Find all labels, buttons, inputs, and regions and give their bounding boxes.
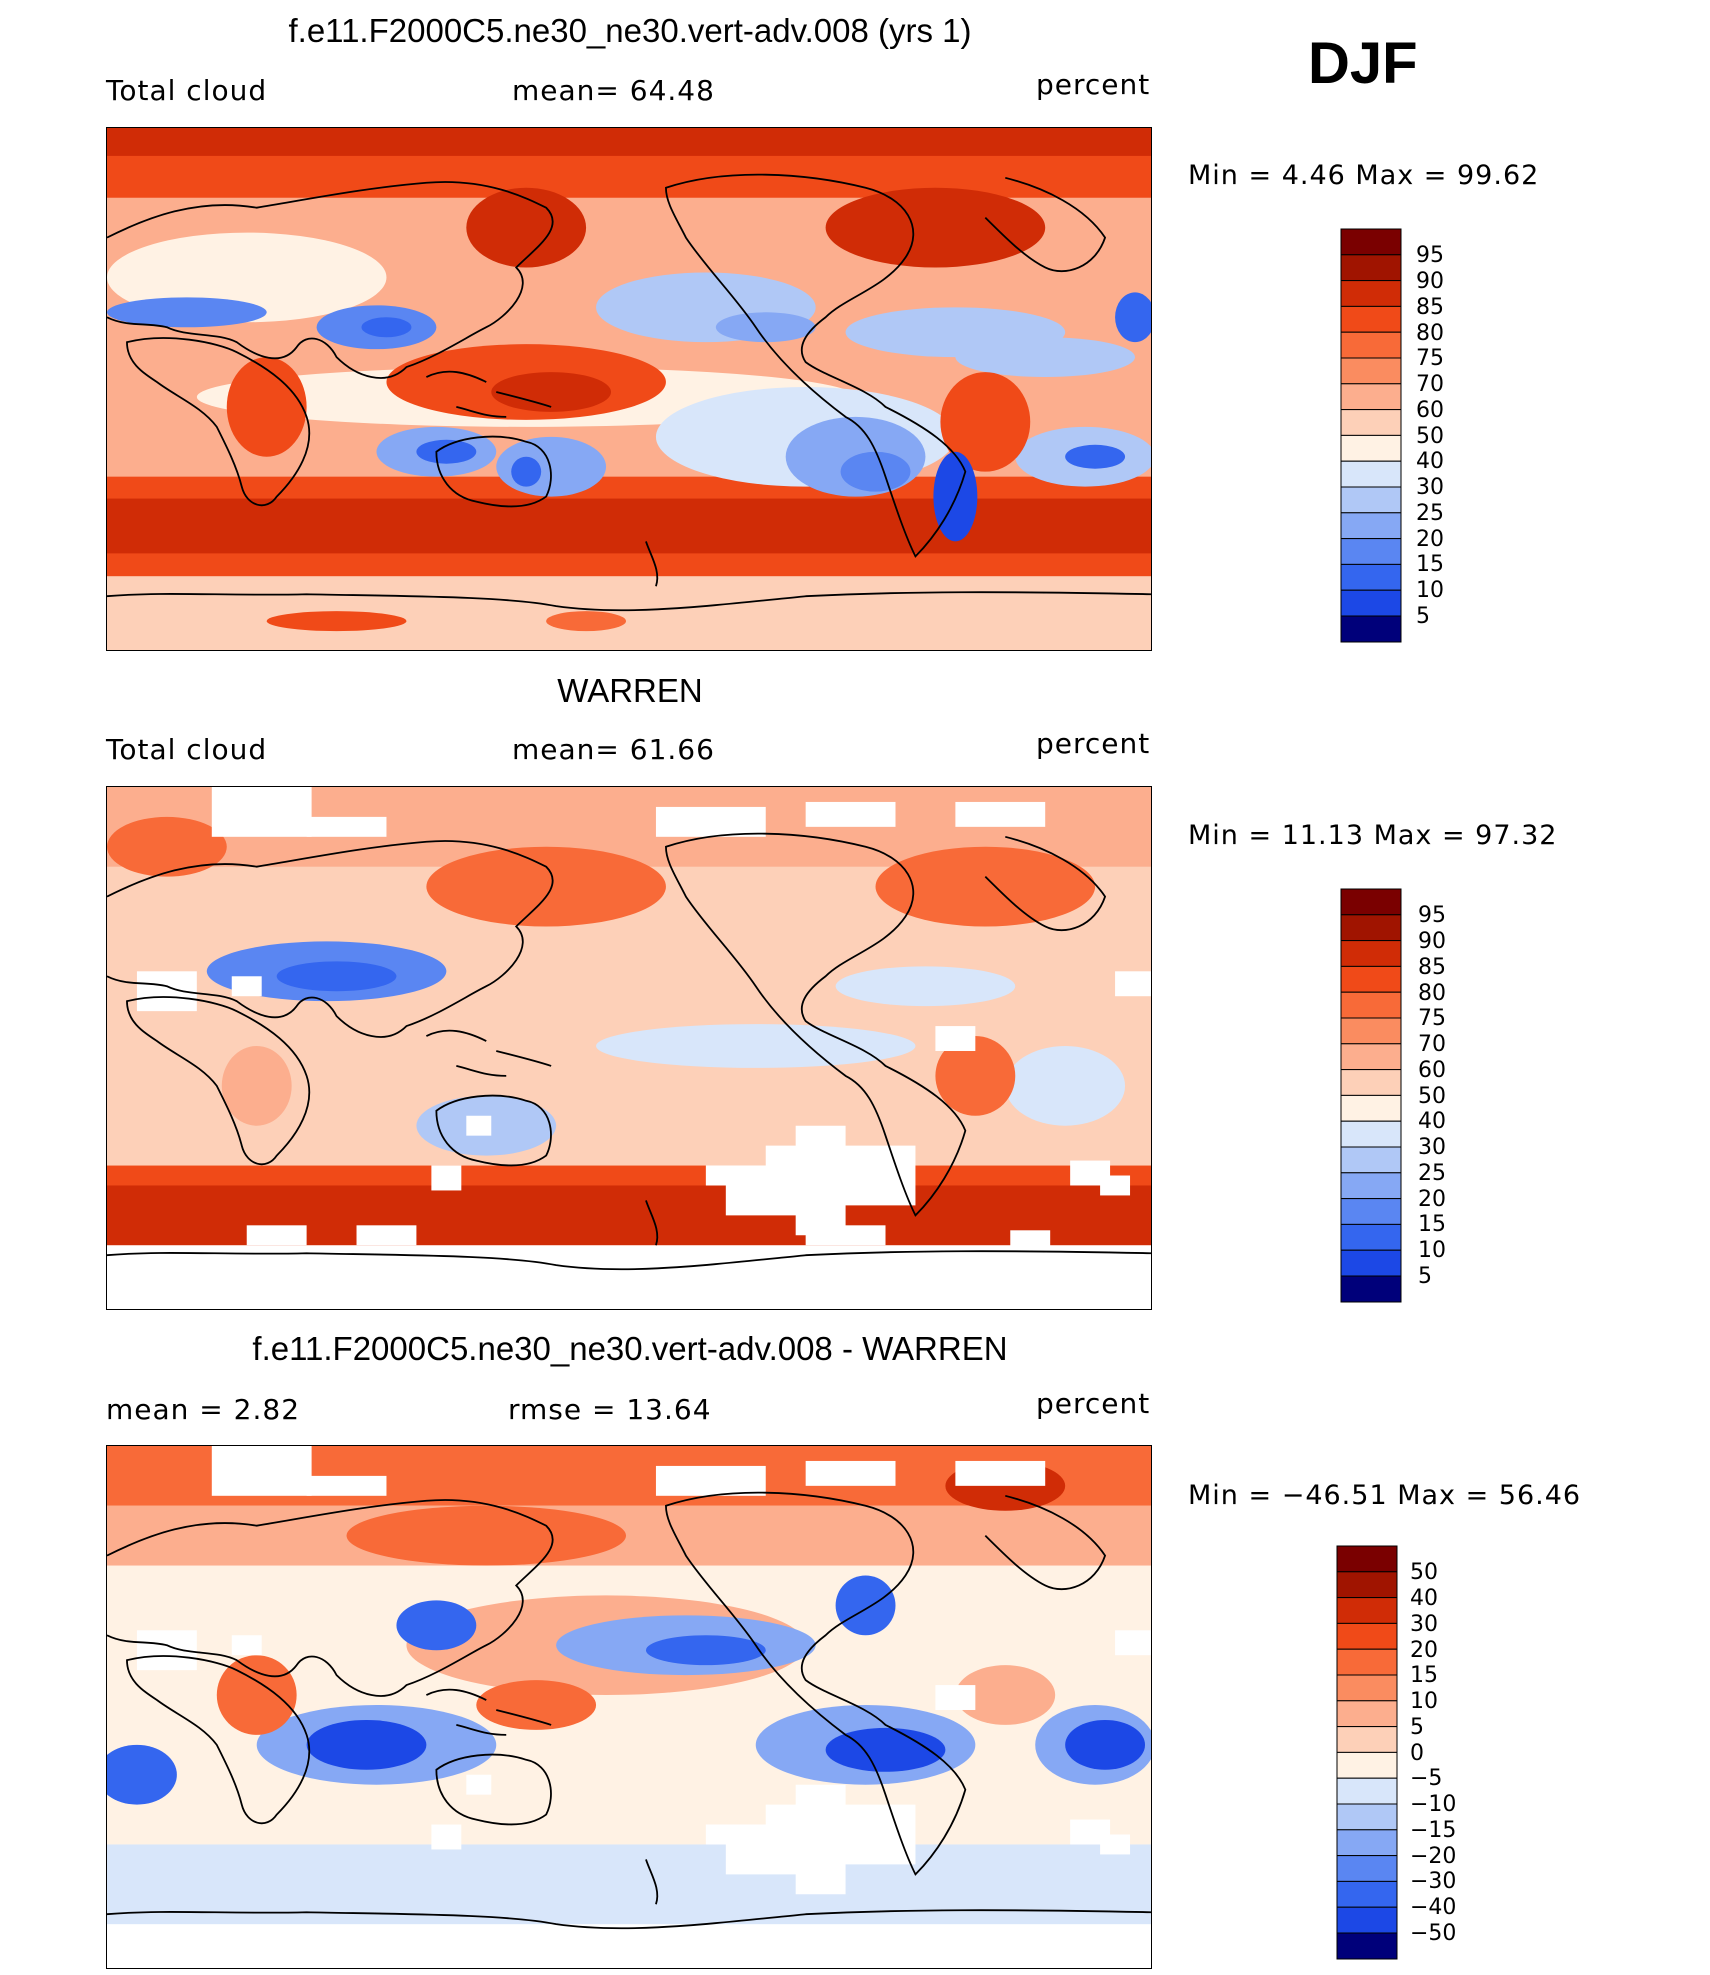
panel-1-minmax: Min = 4.46 Max = 99.62 [1188, 160, 1540, 191]
colorbar-label: 30 [1418, 1135, 1446, 1160]
panel-3-mean: mean = 2.82 [106, 1393, 301, 1426]
colorbar-label: 80 [1416, 321, 1444, 346]
colorbar-label: 0 [1410, 1741, 1424, 1766]
panel-3-units: percent [1036, 1387, 1151, 1420]
colorbar-label: 20 [1410, 1638, 1438, 1663]
colorbar-label: 10 [1416, 578, 1444, 603]
colorbar-label: −40 [1410, 1895, 1457, 1920]
colorbar-label: 20 [1416, 527, 1444, 552]
colorbar-label: 20 [1418, 1187, 1446, 1212]
panel-1-left-label: Total cloud [106, 74, 268, 107]
colorbar-label: 60 [1416, 398, 1444, 423]
panel-1-title: f.e11.F2000C5.ne30_ne30.vert-adv.008 (yr… [288, 12, 972, 49]
panel-3-minmax: Min = −46.51 Max = 56.46 [1188, 1480, 1582, 1511]
panel-2-left-label: Total cloud [106, 733, 268, 766]
colorbar-label: 60 [1418, 1058, 1446, 1083]
panel-3-map [106, 1445, 1152, 1969]
colorbar-label: −5 [1410, 1766, 1443, 1791]
panel-3-title: f.e11.F2000C5.ne30_ne30.vert-adv.008 - W… [252, 1330, 1008, 1367]
colorbar-label: 15 [1416, 552, 1444, 577]
panel-3-colorbar [1336, 1545, 1398, 1960]
panel-2-mean: mean= 61.66 [512, 733, 715, 766]
colorbar-label: 5 [1416, 604, 1430, 629]
colorbar-label: 85 [1416, 295, 1444, 320]
colorbar-label: 25 [1416, 501, 1444, 526]
colorbar-label: 80 [1418, 981, 1446, 1006]
colorbar-label: 95 [1416, 243, 1444, 268]
colorbar-label: 90 [1416, 269, 1444, 294]
panel-1-units: percent [1036, 68, 1151, 101]
colorbar-label: 15 [1410, 1663, 1438, 1688]
colorbar-label: −10 [1410, 1792, 1457, 1817]
colorbar-label: −50 [1410, 1921, 1457, 1946]
colorbar-label: 5 [1410, 1715, 1424, 1740]
colorbar-label: −20 [1410, 1844, 1457, 1869]
colorbar-label: 40 [1416, 449, 1444, 474]
colorbar-label: 10 [1410, 1689, 1438, 1714]
panel-2-units: percent [1036, 727, 1151, 760]
panel-2-map [106, 786, 1152, 1310]
colorbar-label: 70 [1416, 372, 1444, 397]
colorbar-label: −15 [1410, 1818, 1457, 1843]
colorbar-label: 75 [1418, 1006, 1446, 1031]
colorbar-label: 30 [1416, 475, 1444, 500]
colorbar-label: 40 [1410, 1586, 1438, 1611]
colorbar-label: 50 [1416, 424, 1444, 449]
colorbar-label: 70 [1418, 1032, 1446, 1057]
panel-3-rmse: rmse = 13.64 [508, 1393, 712, 1426]
colorbar-label: 50 [1410, 1560, 1438, 1585]
colorbar-label: 30 [1410, 1612, 1438, 1637]
colorbar-label: 5 [1418, 1264, 1432, 1289]
panel-1-colorbar [1340, 228, 1402, 643]
colorbar-label: 10 [1418, 1238, 1446, 1263]
colorbar-label: 40 [1418, 1109, 1446, 1134]
panel-2-colorbar [1340, 888, 1402, 1303]
colorbar-label: 50 [1418, 1084, 1446, 1109]
colorbar-label: 15 [1418, 1212, 1446, 1237]
panel-1-map [106, 127, 1152, 651]
panel-1-mean: mean= 64.48 [512, 74, 715, 107]
colorbar-label: 25 [1418, 1161, 1446, 1186]
colorbar-label: 75 [1416, 346, 1444, 371]
season-label: DJF [1308, 31, 1418, 96]
colorbar-label: −30 [1410, 1869, 1457, 1894]
colorbar-label: 95 [1418, 903, 1446, 928]
colorbar-label: 90 [1418, 929, 1446, 954]
panel-2-minmax: Min = 11.13 Max = 97.32 [1188, 820, 1558, 851]
panel-2-title: WARREN [557, 672, 703, 709]
colorbar-label: 85 [1418, 955, 1446, 980]
